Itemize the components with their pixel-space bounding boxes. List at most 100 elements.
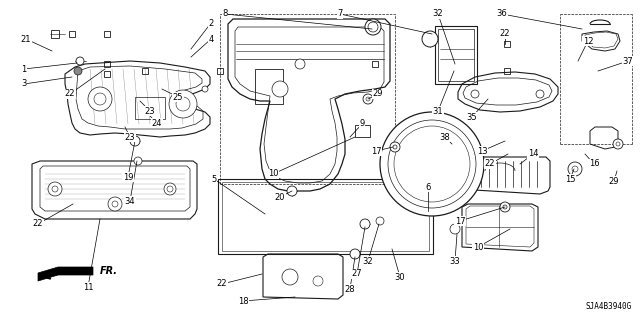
Circle shape bbox=[282, 269, 298, 285]
Text: 10: 10 bbox=[473, 242, 483, 251]
Circle shape bbox=[536, 90, 544, 98]
Text: 36: 36 bbox=[497, 10, 508, 19]
Text: 8: 8 bbox=[222, 10, 228, 19]
Text: 22: 22 bbox=[65, 90, 76, 99]
Circle shape bbox=[76, 57, 84, 65]
Bar bbox=[372, 61, 378, 67]
Circle shape bbox=[376, 217, 384, 225]
Circle shape bbox=[500, 202, 510, 212]
Text: 17: 17 bbox=[454, 217, 465, 226]
Text: 21: 21 bbox=[20, 34, 31, 43]
Text: 29: 29 bbox=[372, 90, 383, 99]
Text: 17: 17 bbox=[371, 146, 381, 155]
Circle shape bbox=[112, 201, 118, 207]
Circle shape bbox=[167, 186, 173, 192]
Bar bbox=[104, 71, 110, 77]
Circle shape bbox=[503, 205, 507, 209]
Bar bbox=[435, 26, 477, 84]
Text: 31: 31 bbox=[433, 107, 444, 115]
Text: 28: 28 bbox=[345, 285, 355, 293]
Circle shape bbox=[422, 154, 442, 174]
Circle shape bbox=[388, 120, 476, 208]
Text: 22: 22 bbox=[33, 219, 44, 228]
Circle shape bbox=[164, 183, 176, 195]
Bar bbox=[355, 125, 370, 137]
Bar bbox=[51, 30, 59, 38]
Text: 30: 30 bbox=[395, 272, 405, 281]
Text: SJA4B3940G: SJA4B3940G bbox=[586, 302, 632, 311]
Circle shape bbox=[380, 112, 484, 216]
Text: 23: 23 bbox=[125, 132, 135, 142]
Text: FR.: FR. bbox=[100, 266, 118, 276]
Circle shape bbox=[394, 126, 470, 202]
Circle shape bbox=[169, 90, 197, 118]
Circle shape bbox=[393, 145, 397, 149]
Text: 33: 33 bbox=[450, 256, 460, 265]
Text: 25: 25 bbox=[173, 93, 183, 101]
Text: 2: 2 bbox=[209, 19, 214, 27]
Text: 35: 35 bbox=[467, 113, 477, 122]
Circle shape bbox=[52, 186, 58, 192]
Circle shape bbox=[287, 186, 297, 196]
Text: 11: 11 bbox=[83, 283, 93, 292]
Circle shape bbox=[108, 197, 122, 211]
Circle shape bbox=[450, 224, 460, 234]
Text: 13: 13 bbox=[477, 146, 487, 155]
Text: 5: 5 bbox=[211, 174, 216, 183]
Text: 3: 3 bbox=[21, 79, 27, 88]
Text: 29: 29 bbox=[609, 176, 620, 186]
Circle shape bbox=[568, 162, 582, 176]
Circle shape bbox=[365, 19, 381, 35]
Circle shape bbox=[366, 97, 370, 101]
Bar bbox=[222, 182, 429, 251]
Circle shape bbox=[48, 182, 62, 196]
Text: 18: 18 bbox=[237, 296, 248, 306]
Circle shape bbox=[390, 142, 400, 152]
Text: 24: 24 bbox=[152, 118, 163, 128]
Text: 22: 22 bbox=[217, 279, 227, 288]
Circle shape bbox=[471, 90, 479, 98]
Text: 37: 37 bbox=[623, 56, 634, 65]
Text: 22: 22 bbox=[500, 29, 510, 39]
Bar bbox=[135, 97, 165, 119]
Bar bbox=[104, 31, 110, 37]
Circle shape bbox=[350, 249, 360, 259]
Circle shape bbox=[313, 276, 323, 286]
Text: 32: 32 bbox=[363, 256, 373, 265]
Bar bbox=[504, 68, 510, 74]
Bar bbox=[142, 68, 148, 74]
Text: 23: 23 bbox=[145, 107, 156, 115]
Text: 10: 10 bbox=[268, 169, 278, 179]
Text: 19: 19 bbox=[123, 173, 133, 182]
Bar bbox=[504, 41, 510, 47]
Circle shape bbox=[94, 93, 106, 105]
Bar bbox=[438, 29, 474, 81]
Circle shape bbox=[572, 166, 578, 172]
Text: 38: 38 bbox=[440, 132, 451, 142]
Text: 27: 27 bbox=[352, 270, 362, 278]
Text: 1: 1 bbox=[21, 64, 27, 73]
Text: 4: 4 bbox=[209, 34, 214, 43]
Text: 22: 22 bbox=[484, 160, 495, 168]
Text: 20: 20 bbox=[275, 192, 285, 202]
Circle shape bbox=[422, 31, 438, 47]
Circle shape bbox=[88, 87, 112, 111]
Circle shape bbox=[176, 97, 190, 111]
Bar bbox=[69, 31, 75, 37]
Circle shape bbox=[202, 86, 208, 92]
Text: 7: 7 bbox=[337, 10, 342, 19]
Polygon shape bbox=[38, 267, 93, 281]
Circle shape bbox=[130, 136, 140, 146]
Circle shape bbox=[272, 81, 288, 97]
Text: 15: 15 bbox=[564, 174, 575, 183]
Circle shape bbox=[616, 142, 620, 146]
Circle shape bbox=[134, 157, 142, 165]
Bar bbox=[218, 179, 433, 254]
Text: 32: 32 bbox=[433, 10, 444, 19]
Bar bbox=[104, 61, 110, 67]
Text: 14: 14 bbox=[528, 150, 538, 159]
Text: 16: 16 bbox=[589, 160, 599, 168]
Text: 6: 6 bbox=[426, 182, 431, 191]
Circle shape bbox=[360, 219, 370, 229]
Text: 34: 34 bbox=[125, 197, 135, 205]
